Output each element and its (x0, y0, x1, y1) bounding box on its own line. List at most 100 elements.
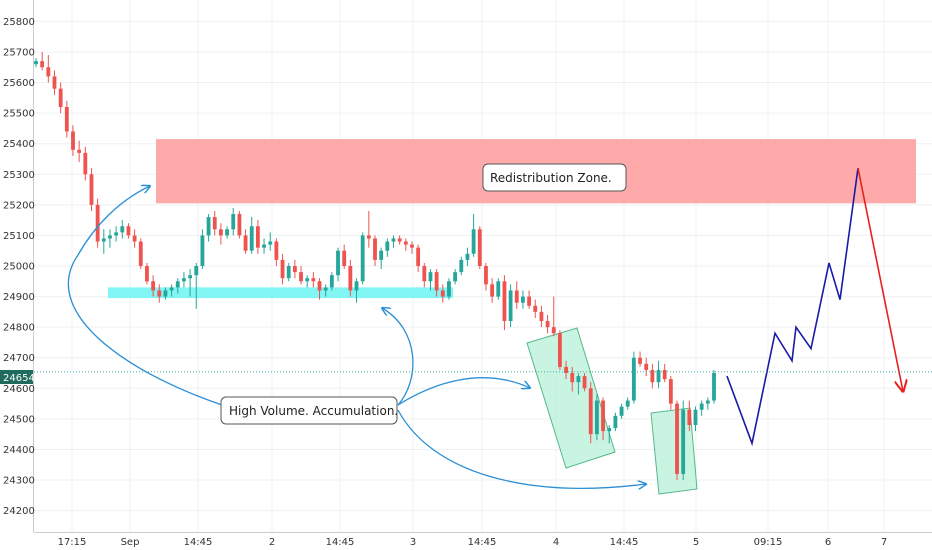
candle (613, 412, 618, 432)
candle (58, 82, 63, 114)
candle (132, 229, 137, 248)
candle-body (508, 290, 513, 322)
candle (403, 238, 408, 251)
y-tick-label: 24900 (3, 292, 35, 303)
candle (582, 373, 587, 392)
arrow-to-green-box-2 (397, 409, 646, 488)
candle (249, 217, 254, 254)
candle-body (120, 226, 125, 233)
candle-body (650, 369, 655, 383)
x-tick-label: 4 (553, 537, 559, 548)
candle-body (662, 369, 667, 380)
x-tick-label: 17:15 (58, 537, 87, 548)
candle (231, 207, 236, 236)
candle (299, 266, 303, 285)
candle (416, 244, 421, 273)
candle-body (416, 247, 421, 266)
candle (268, 232, 273, 251)
candle-body (644, 363, 649, 370)
x-tick-label: 2 (269, 537, 275, 548)
candle-body (477, 229, 482, 266)
candle (638, 351, 642, 367)
candle (656, 360, 661, 389)
candle (83, 146, 88, 181)
candle (237, 210, 242, 239)
candle-body (712, 373, 716, 401)
accumulation-callout: High Volume. Accumulation. (220, 396, 398, 425)
candle-body (255, 226, 260, 248)
x-tick-label: 6 (825, 537, 831, 548)
candle-body (64, 107, 69, 132)
candle (564, 360, 568, 380)
candle-body (329, 275, 334, 288)
candle-body (200, 235, 205, 266)
candle (545, 314, 550, 334)
candle-body (114, 232, 119, 236)
candle (163, 287, 168, 300)
candle (212, 210, 217, 236)
candle-body (89, 174, 94, 205)
candle-body (299, 272, 303, 282)
candle (508, 284, 513, 328)
candle-body (169, 287, 174, 291)
candle (46, 55, 51, 83)
y-tick-label: 25100 (3, 231, 35, 242)
y-tick-label: 24200 (3, 506, 35, 517)
candle-body (175, 281, 180, 288)
x-tick-label: 14:45 (326, 537, 355, 548)
candle-body (545, 321, 550, 328)
projection-path (34, 168, 932, 447)
candle (151, 275, 156, 297)
candle-body (582, 376, 587, 389)
candle (200, 229, 205, 270)
candle-body (471, 229, 476, 254)
candle-body (354, 281, 359, 291)
candle-body (484, 266, 488, 285)
candle-body (687, 409, 692, 425)
candle-body (379, 250, 384, 260)
candle-body (693, 409, 698, 425)
candle (292, 259, 297, 279)
candle (379, 247, 384, 270)
candle-body (631, 357, 636, 401)
candle (521, 290, 525, 309)
candle (108, 229, 112, 248)
candle-body (58, 88, 63, 108)
candle-body (194, 266, 199, 276)
candle (471, 214, 476, 257)
candle (601, 397, 605, 441)
candle (348, 259, 353, 297)
candle-body (681, 409, 686, 474)
y-tick-label: 24700 (3, 353, 35, 364)
candle-body (453, 272, 458, 282)
candle (169, 284, 174, 297)
x-tick-label: 7 (881, 537, 887, 548)
x-tick-label: 5 (693, 537, 699, 548)
candle-body (108, 235, 112, 239)
arrow-to-redistribution (67, 186, 223, 406)
x-tick-label: 14:45 (610, 537, 639, 548)
accumulation-label: High Volume. Accumulation. (229, 404, 398, 418)
candle (218, 223, 223, 245)
candle (594, 394, 599, 441)
candle-body (323, 287, 328, 291)
candle (484, 262, 488, 291)
candle (286, 262, 291, 282)
candle-body (71, 131, 75, 150)
candle (477, 226, 482, 270)
candle (607, 424, 612, 444)
candle-body (342, 250, 347, 266)
projection-up-line (726, 168, 859, 447)
candle (668, 376, 673, 410)
y-tick-label: 25600 (3, 78, 35, 89)
candle-body (570, 373, 575, 383)
zone-layer (108, 139, 916, 495)
candle (157, 284, 162, 303)
candle-body (286, 266, 291, 279)
candle-body (77, 149, 82, 153)
projection-down-arrow (857, 168, 903, 391)
candle (52, 70, 57, 95)
candle-body (385, 241, 390, 251)
candle (410, 241, 414, 254)
candle (502, 275, 507, 331)
